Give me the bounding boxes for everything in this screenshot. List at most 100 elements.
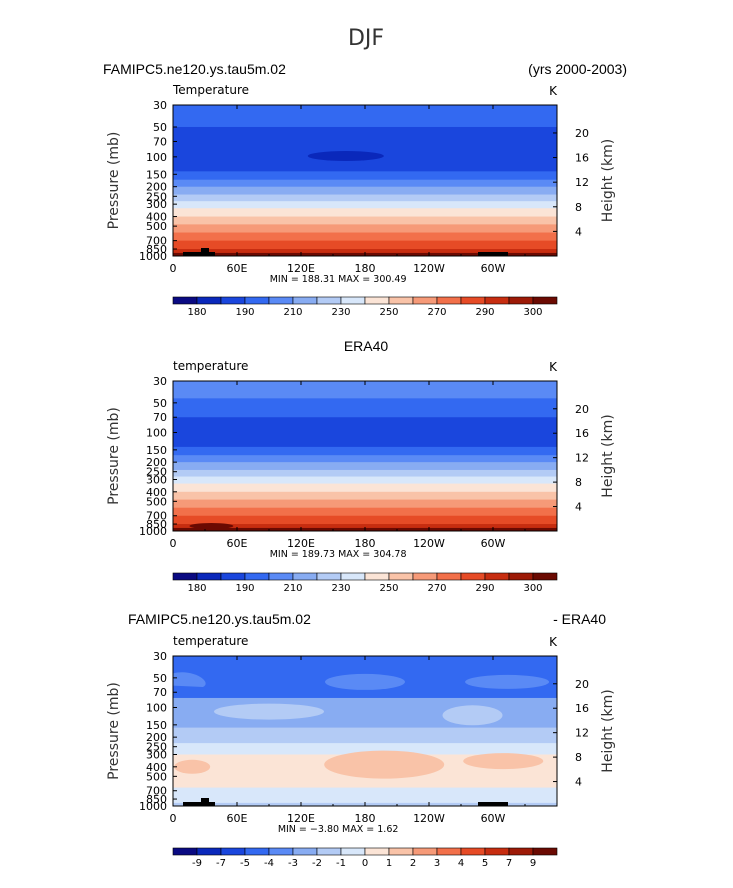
x-tick-label: 0 (170, 812, 177, 825)
x-tick-label: 60E (227, 262, 248, 275)
x-tick-label: 120W (413, 812, 445, 825)
colorbar-swatch (484, 847, 510, 856)
variable-label: temperature (173, 634, 248, 648)
colorbar-swatch (292, 572, 318, 581)
colorbar-label: 210 (283, 307, 302, 318)
colorbar-swatch (388, 572, 414, 581)
colorbar-swatch (244, 572, 270, 581)
colorbar-label: 270 (427, 583, 446, 594)
colorbar-swatch (172, 847, 198, 856)
panel-1: Temperature K3050701001502002503004005007… (106, 83, 616, 318)
colorbar-label: 180 (187, 307, 206, 318)
y-tick-label: 50 (153, 672, 167, 685)
colorbar-label: 2 (410, 858, 416, 869)
contour-field (173, 381, 557, 531)
y2-tick-label: 20 (575, 127, 589, 140)
anomaly-contour (214, 703, 324, 720)
colorbar-swatch (220, 572, 246, 581)
y2-tick-label: 8 (575, 476, 582, 489)
contour-band (173, 499, 557, 509)
contour-band (173, 515, 557, 525)
y-tick-label: 500 (146, 770, 167, 783)
y-tick-label: 850 (146, 793, 167, 806)
y-tick-label: 1000 (139, 800, 167, 813)
y-tick-label: 50 (153, 397, 167, 410)
y2-tick-label: 16 (575, 152, 589, 165)
y-tick-label: 150 (146, 168, 167, 181)
x-tick-label: 60E (227, 537, 248, 550)
contour-band (173, 171, 557, 181)
y2-axis-label: Height (km) (600, 414, 616, 497)
contour-band (173, 194, 557, 202)
y-tick-label: 700 (146, 510, 167, 523)
variable-label: Temperature (172, 83, 249, 97)
colorbar-swatch (484, 572, 510, 581)
colorbar-swatch (532, 847, 558, 856)
topography-mask (183, 252, 215, 256)
colorbar-label: 0 (362, 858, 368, 869)
contour-band (173, 240, 557, 250)
y2-tick-label: 8 (575, 751, 582, 764)
y2-tick-label: 4 (575, 225, 582, 238)
contour-band (173, 491, 557, 501)
min-max-stats: MIN = 189.73 MAX = 304.78 (270, 549, 407, 560)
x-tick-label: 180 (355, 537, 376, 550)
colorbar-swatch (364, 296, 390, 305)
colorbar-swatch (244, 296, 270, 305)
colorbar-swatch (340, 847, 366, 856)
colorbar-swatch (292, 847, 318, 856)
units-label: K (549, 360, 558, 374)
y-tick-label: 150 (146, 719, 167, 732)
contour-band (173, 232, 557, 242)
contour-band (173, 105, 557, 128)
y-tick-label: 100 (146, 151, 167, 164)
y-tick-label: 300 (146, 198, 167, 211)
x-tick-label: 60E (227, 812, 248, 825)
anomaly-contour (463, 753, 544, 770)
y-tick-label: 70 (153, 686, 167, 699)
colorbar-swatch (412, 847, 438, 856)
colorbar-label: 270 (427, 307, 446, 318)
colorbar-label: -1 (336, 858, 346, 869)
colorbar-swatch (172, 296, 198, 305)
panel-title-diff: FAMIPC5.ne120.ys.tau5m.02 (128, 611, 311, 627)
panel-title-era40: ERA40 (344, 338, 389, 354)
y-tick-label: 300 (146, 473, 167, 486)
y-tick-label: 850 (146, 243, 167, 256)
colorbar-label: 230 (331, 583, 350, 594)
y-tick-label: 100 (146, 427, 167, 440)
y2-tick-label: 12 (575, 727, 589, 740)
y-tick-label: 200 (146, 181, 167, 194)
colorbar-swatch (412, 296, 438, 305)
x-tick-label: 120E (287, 262, 315, 275)
colorbar-label: -7 (216, 858, 226, 869)
y-tick-label: 100 (146, 702, 167, 715)
colorbar-label: 290 (475, 583, 494, 594)
colorbar-swatch (436, 572, 462, 581)
contour-field (173, 656, 557, 806)
colorbar-swatch (268, 572, 294, 581)
x-tick-label: 0 (170, 262, 177, 275)
topography-mask (201, 248, 209, 256)
topography-mask (201, 798, 209, 806)
y-tick-label: 400 (146, 211, 167, 224)
colorbar-swatch (508, 572, 534, 581)
colorbar: 180 190 210 230 250 270 290 300 (172, 572, 558, 594)
units-label: K (549, 84, 558, 98)
colorbar-label: -2 (312, 858, 322, 869)
colorbar: 180 190 210 230 250 270 290 300 (172, 296, 558, 318)
y-tick-label: 1000 (139, 250, 167, 263)
colorbar-swatch (388, 296, 414, 305)
anomaly-contour (324, 750, 445, 779)
colorbar-swatch (484, 296, 510, 305)
y-tick-label: 300 (146, 748, 167, 761)
units-label: K (549, 635, 558, 649)
colorbar-label: 300 (523, 583, 542, 594)
x-tick-label: 180 (355, 262, 376, 275)
y2-tick-label: 8 (575, 201, 582, 214)
y-tick-label: 50 (153, 121, 167, 134)
y-tick-label: 250 (146, 466, 167, 479)
contour-band (173, 201, 557, 209)
y-tick-label: 150 (146, 444, 167, 457)
colorbar-swatch (316, 847, 342, 856)
